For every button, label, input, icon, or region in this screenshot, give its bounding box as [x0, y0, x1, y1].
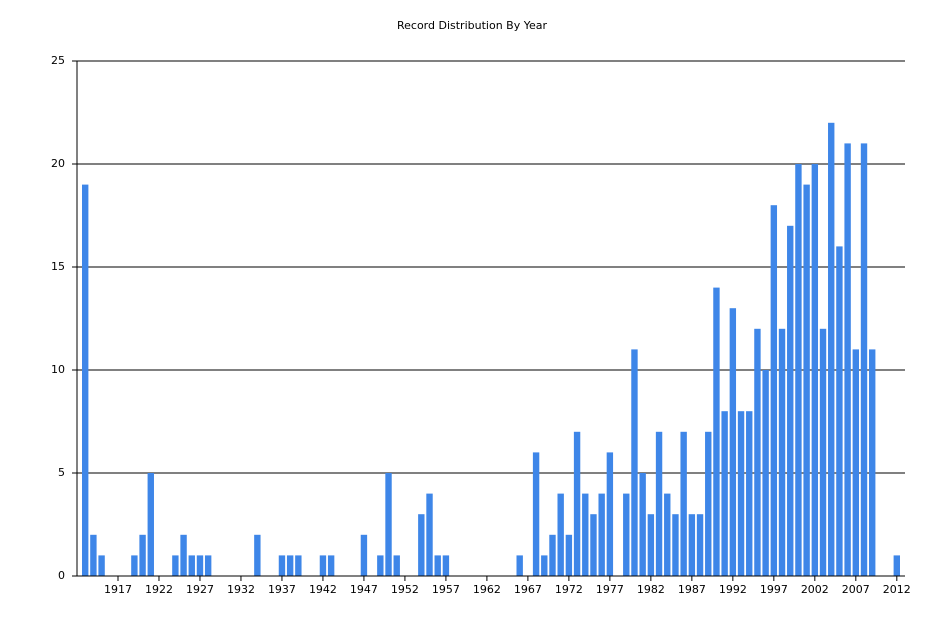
- bar: [680, 431, 687, 576]
- bar: [98, 555, 105, 576]
- bar: [836, 246, 843, 576]
- bar: [426, 493, 433, 576]
- bar: [590, 514, 597, 576]
- bar: [286, 555, 294, 576]
- bar: [598, 493, 605, 576]
- bar: [131, 555, 138, 576]
- bar: [705, 431, 712, 576]
- bar: [631, 349, 638, 576]
- bar: [147, 473, 154, 576]
- bar: [721, 411, 728, 576]
- x-tick-label: 2002: [801, 583, 829, 596]
- x-tick-label: 1987: [678, 583, 706, 596]
- x-tick-label: 1942: [309, 583, 337, 596]
- x-tick-label: 1967: [514, 583, 542, 596]
- bar: [319, 555, 327, 576]
- y-tick-label: 5: [58, 466, 65, 479]
- y-tick-label: 15: [51, 260, 65, 273]
- y-tick-label: 25: [51, 54, 65, 67]
- x-tick-label: 1927: [186, 583, 214, 596]
- bar: [852, 349, 860, 576]
- bar: [295, 555, 302, 576]
- bar: [770, 205, 778, 576]
- bar: [549, 534, 556, 576]
- y-tick-label: 0: [58, 569, 65, 582]
- bar: [828, 122, 835, 577]
- bar: [516, 555, 523, 576]
- x-tick-label: 1957: [432, 583, 460, 596]
- bar: [442, 555, 450, 576]
- bar: [754, 328, 761, 576]
- bar: [787, 225, 794, 577]
- bar: [778, 328, 786, 576]
- bar: [557, 493, 564, 576]
- x-tick-label: 1972: [555, 583, 583, 596]
- bar: [327, 555, 335, 576]
- bar: [172, 555, 179, 576]
- bar: [688, 514, 696, 576]
- bar: [893, 555, 900, 576]
- bar: [811, 164, 819, 576]
- x-tick-label: 1922: [145, 583, 173, 596]
- bar: [647, 514, 655, 576]
- bar: [254, 534, 261, 576]
- bar: [844, 143, 851, 576]
- bar: [803, 184, 810, 576]
- bar: [180, 534, 187, 576]
- bar: [196, 555, 204, 576]
- x-tick-label: 1982: [637, 583, 665, 596]
- bar: [377, 555, 384, 576]
- bar: [204, 555, 212, 576]
- bar: [418, 514, 425, 576]
- bar: [582, 493, 589, 576]
- bar: [623, 493, 630, 576]
- bar: [385, 473, 392, 576]
- bar: [746, 411, 753, 576]
- bar: [565, 534, 573, 576]
- bar: [672, 514, 679, 576]
- bar: [737, 411, 745, 576]
- bar: [639, 473, 646, 576]
- bar: [729, 308, 737, 576]
- bar: [434, 555, 441, 576]
- x-tick-label: 1962: [473, 583, 501, 596]
- bar: [541, 555, 548, 576]
- bar: [819, 328, 827, 576]
- x-tick-label: 1932: [227, 583, 255, 596]
- bar: [573, 431, 581, 576]
- bar: [655, 431, 663, 576]
- bar: [713, 287, 720, 576]
- bar: [90, 534, 97, 576]
- bar: [278, 555, 286, 576]
- x-tick-label: 2007: [842, 583, 870, 596]
- bar: [762, 370, 769, 576]
- x-tick-label: 1917: [104, 583, 132, 596]
- bar: [664, 493, 671, 576]
- bar: [606, 452, 614, 576]
- bar: [82, 184, 89, 576]
- bar: [188, 555, 195, 576]
- bar: [696, 514, 704, 576]
- x-tick-label: 1997: [760, 583, 788, 596]
- bar: [532, 452, 540, 576]
- bar: [139, 534, 146, 576]
- x-tick-label: 1947: [350, 583, 378, 596]
- bar: [393, 555, 400, 576]
- x-tick-label: 1977: [596, 583, 624, 596]
- bar: [860, 143, 868, 576]
- x-tick-label: 1992: [719, 583, 747, 596]
- bar: [795, 164, 802, 576]
- y-tick-label: 10: [51, 363, 65, 376]
- x-tick-label: 1937: [268, 583, 296, 596]
- x-tick-label: 1952: [391, 583, 419, 596]
- y-tick-label: 20: [51, 157, 65, 170]
- bar: [360, 534, 368, 576]
- bar: [869, 349, 876, 576]
- x-tick-label: 2012: [883, 583, 911, 596]
- chart-title: Record Distribution By Year: [397, 19, 547, 32]
